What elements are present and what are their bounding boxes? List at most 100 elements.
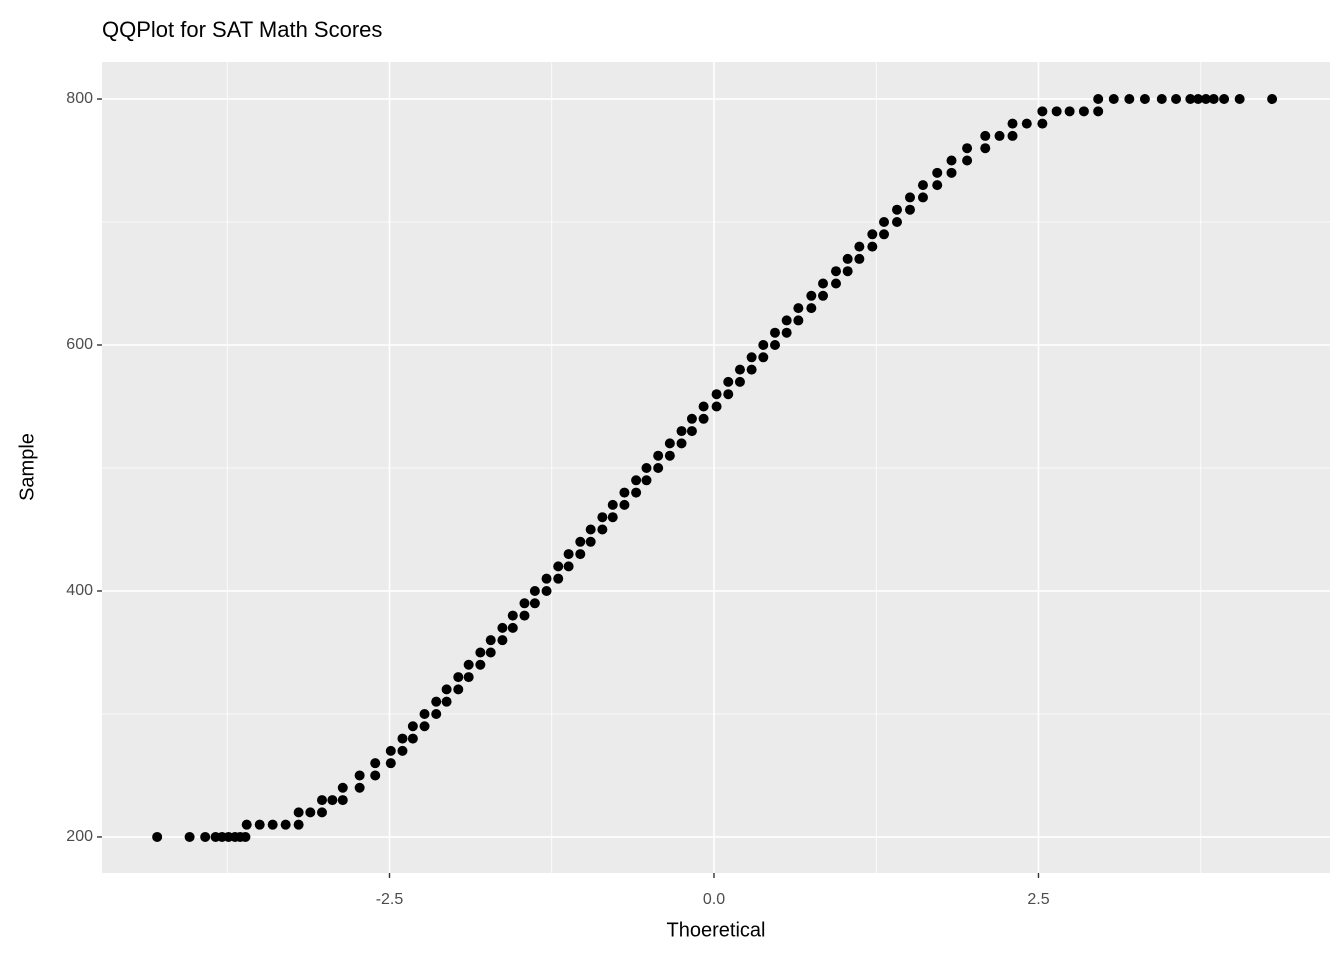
point — [1037, 106, 1048, 117]
point — [793, 303, 804, 314]
point — [769, 327, 780, 338]
point — [1200, 94, 1211, 105]
point — [553, 561, 564, 572]
point — [1108, 94, 1119, 105]
point — [563, 561, 574, 572]
point — [892, 217, 903, 228]
point — [1219, 94, 1230, 105]
point — [641, 475, 652, 486]
point — [734, 364, 745, 375]
point — [354, 770, 365, 781]
point — [806, 290, 817, 301]
point — [1185, 94, 1196, 105]
point — [585, 524, 596, 535]
point — [1007, 130, 1018, 141]
point — [746, 364, 757, 375]
point — [962, 155, 973, 166]
point — [793, 315, 804, 326]
point — [1078, 106, 1089, 117]
point — [453, 672, 464, 683]
point — [585, 536, 596, 547]
point — [293, 819, 304, 830]
point — [758, 352, 769, 363]
point — [370, 770, 381, 781]
point — [431, 708, 442, 719]
point — [385, 745, 396, 756]
point — [631, 475, 642, 486]
point — [1064, 106, 1075, 117]
point — [397, 745, 408, 756]
point — [354, 782, 365, 793]
point — [980, 143, 991, 154]
point — [758, 340, 769, 351]
point — [463, 659, 474, 670]
point — [723, 389, 734, 400]
point — [1171, 94, 1182, 105]
point — [676, 426, 687, 437]
point — [904, 204, 915, 215]
point — [769, 340, 780, 351]
point — [553, 573, 564, 584]
point — [397, 733, 408, 744]
point — [575, 549, 586, 560]
point — [818, 290, 829, 301]
point — [619, 487, 630, 498]
y-tick-label: 800 — [66, 90, 93, 107]
point — [664, 450, 675, 461]
point — [497, 622, 508, 633]
point — [932, 167, 943, 178]
x-axis-title: Thoeretical — [667, 919, 766, 941]
point — [1234, 94, 1245, 105]
point — [241, 819, 252, 830]
point — [337, 795, 348, 806]
point — [664, 438, 675, 449]
point — [327, 795, 338, 806]
point — [519, 598, 530, 609]
point — [431, 696, 442, 707]
point — [686, 413, 697, 424]
point — [541, 573, 552, 584]
chart-title: QQPlot for SAT Math Scores — [102, 17, 382, 42]
point — [980, 130, 991, 141]
y-tick-label: 200 — [66, 828, 93, 845]
point — [485, 647, 496, 658]
point — [475, 659, 486, 670]
point — [806, 303, 817, 314]
point — [419, 708, 430, 719]
point — [507, 610, 518, 621]
point — [419, 721, 430, 732]
point — [686, 426, 697, 437]
point — [842, 253, 853, 264]
point — [541, 585, 552, 596]
point — [152, 831, 163, 842]
point — [184, 831, 195, 842]
point — [1037, 118, 1048, 129]
point — [597, 524, 608, 535]
point — [917, 180, 928, 191]
point — [293, 807, 304, 818]
point — [854, 241, 865, 252]
x-tick-label: 2.5 — [1027, 891, 1049, 908]
point — [781, 327, 792, 338]
point — [497, 635, 508, 646]
point — [867, 229, 878, 240]
point — [337, 782, 348, 793]
point — [1267, 94, 1278, 105]
point — [441, 684, 452, 695]
point — [1193, 94, 1204, 105]
point — [507, 622, 518, 633]
point — [1093, 106, 1104, 117]
point — [1093, 94, 1104, 105]
point — [698, 413, 709, 424]
point — [305, 807, 316, 818]
point — [892, 204, 903, 215]
point — [563, 549, 574, 560]
point — [485, 635, 496, 646]
y-tick-label: 600 — [66, 336, 93, 353]
point — [1139, 94, 1150, 105]
point — [746, 352, 757, 363]
point — [711, 389, 722, 400]
point — [641, 462, 652, 473]
point — [904, 192, 915, 203]
point — [370, 758, 381, 769]
